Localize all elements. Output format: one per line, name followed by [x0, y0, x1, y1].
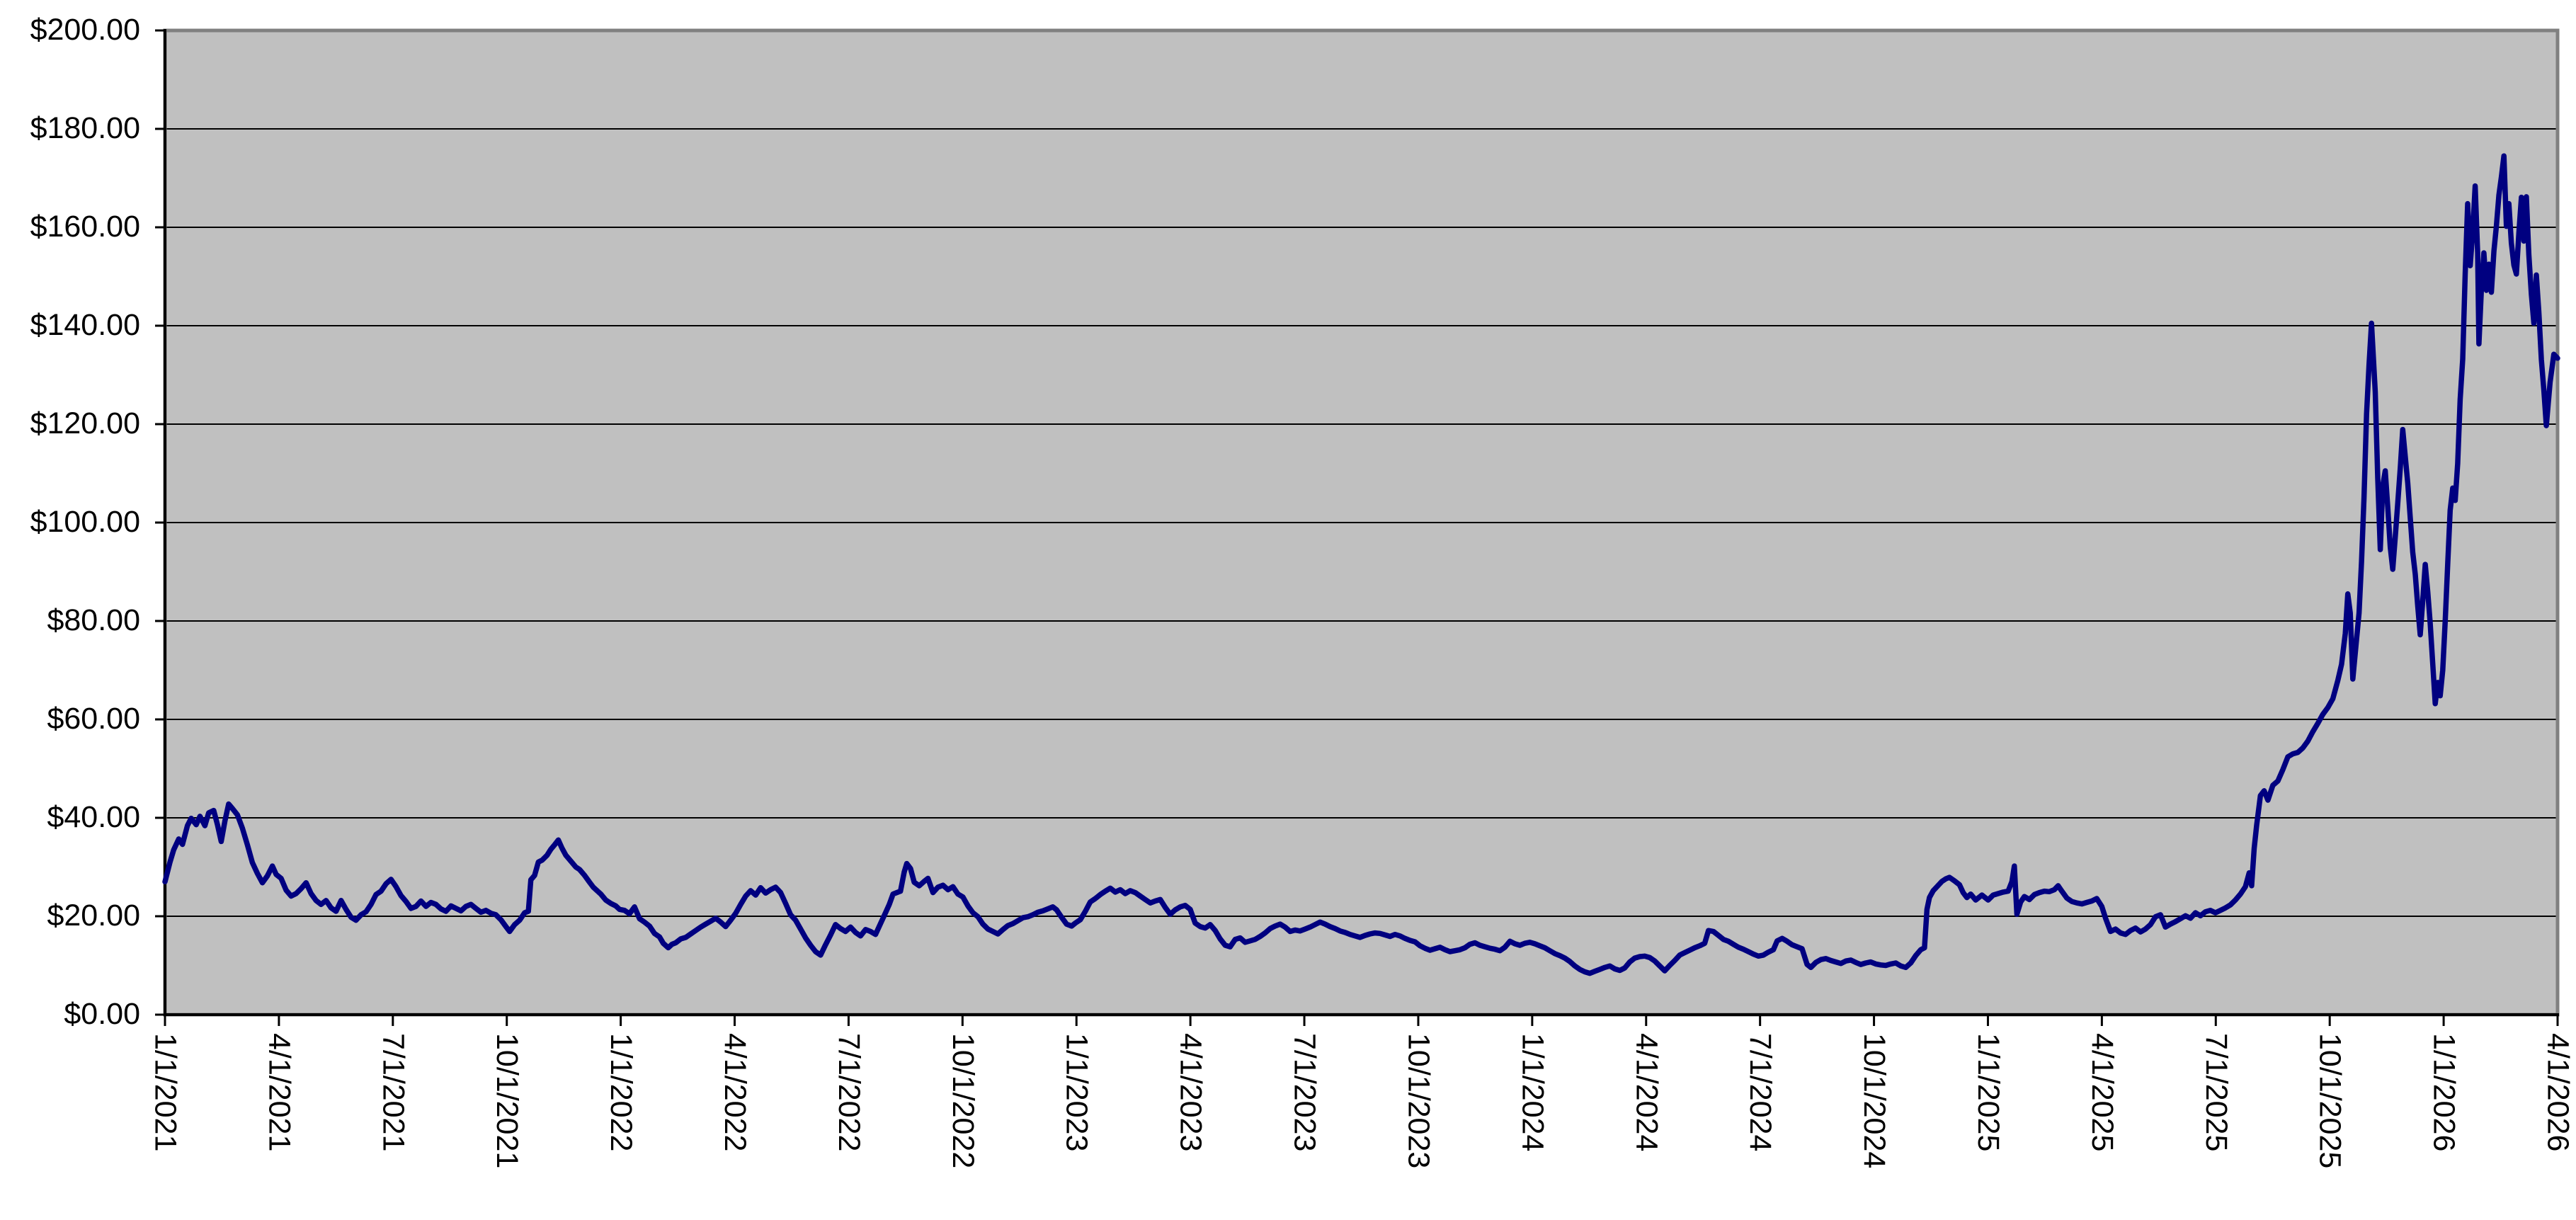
x-axis-label: 10/1/2024 [1857, 1033, 1892, 1169]
price-line [162, 153, 2560, 976]
y-axis-label: $200.00 [30, 13, 140, 47]
x-axis-label: 1/1/2023 [1059, 1033, 1094, 1152]
x-axis-label: 4/1/2023 [1173, 1033, 1208, 1152]
x-axis-label: 10/1/2023 [1401, 1033, 1436, 1169]
y-axis-label: $160.00 [30, 210, 140, 244]
y-axis-label: $80.00 [47, 603, 140, 637]
x-axis-label: 1/1/2022 [604, 1033, 639, 1152]
y-axis-label: $20.00 [47, 899, 140, 933]
x-axis-label: 10/1/2021 [490, 1033, 525, 1169]
x-axis-label: 7/1/2025 [2199, 1033, 2233, 1152]
y-axis-label: $180.00 [30, 111, 140, 145]
x-axis-label: 4/1/2021 [262, 1033, 297, 1152]
y-axis-label: $0.00 [64, 997, 140, 1031]
x-axis-label: 7/1/2024 [1743, 1033, 1778, 1152]
x-axis-label: 4/1/2025 [2085, 1033, 2119, 1152]
x-axis-label: 4/1/2026 [2541, 1033, 2575, 1152]
x-axis-label: 7/1/2023 [1287, 1033, 1322, 1152]
x-axis-label: 1/1/2026 [2427, 1033, 2461, 1152]
y-axis-label: $60.00 [47, 702, 140, 736]
y-axis-label: $100.00 [30, 505, 140, 539]
x-axis-label: 7/1/2022 [831, 1033, 866, 1152]
x-axis-label: 10/1/2025 [2313, 1033, 2347, 1169]
x-axis-label: 4/1/2024 [1629, 1033, 1664, 1152]
y-axis-label: $40.00 [47, 800, 140, 834]
x-axis-label: 4/1/2022 [718, 1033, 753, 1152]
y-axis-label: $140.00 [30, 308, 140, 342]
x-axis-label: 1/1/2025 [1971, 1033, 2005, 1152]
y-axis-label: $120.00 [30, 406, 140, 440]
x-axis-label: 1/1/2024 [1515, 1033, 1550, 1152]
x-axis-label: 1/1/2021 [148, 1033, 183, 1152]
x-axis-label: 10/1/2022 [945, 1033, 980, 1169]
x-axis-label: 7/1/2021 [376, 1033, 411, 1152]
